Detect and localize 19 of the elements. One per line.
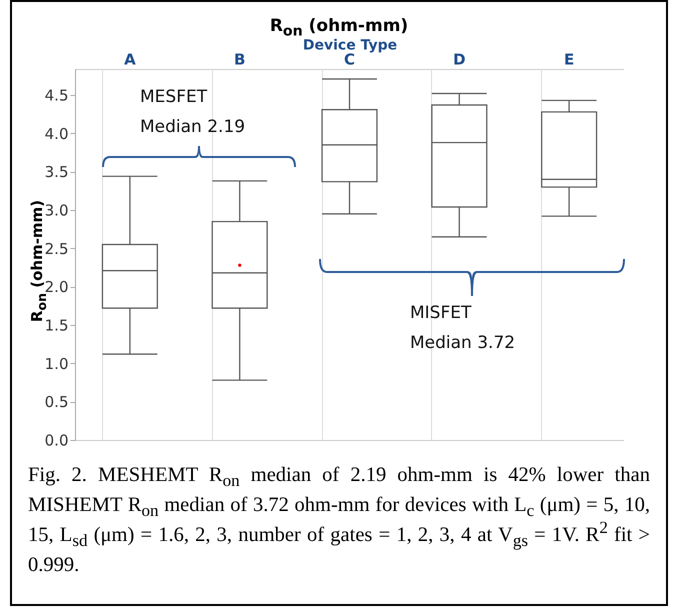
x-tick-label: A — [124, 50, 136, 68]
y-tick-label: 3.5 — [44, 163, 68, 182]
y-tick-label: 0.0 — [44, 432, 68, 450]
x-tick-label: E — [564, 50, 574, 68]
text: Fig. 2. MESHEMT R$_{on}$ median of 2.19 ohm-mm is 42% lower than MISHEMT R$_{on}$ median of 3.72 ohm-mm for devices with L$_{c}$ (μm) = 5, 10, 15, L$_{sd}$ (μm) = 1.6, 2, 3, number of gates = 1, 2, 3, 4 at V$_{gs}$ = 1V. R$^{2}$ fit > 0.999. — [28, 464, 650, 576]
annotation: MESFET Median 2.19 — [140, 87, 246, 137]
x-tick-label: D — [453, 50, 466, 68]
y-tick-label: 1.5 — [44, 316, 68, 335]
annotation: MISFET Median 3.72 — [410, 303, 516, 353]
y-tick-label: 4.5 — [44, 86, 68, 105]
y-tick-label: 2.5 — [44, 240, 68, 258]
x-axis-title: Device Type — [302, 38, 398, 54]
y-tick-label: 3.0 — [44, 202, 68, 220]
x-tick-label: C — [344, 50, 356, 68]
x-tick-label: B — [234, 50, 246, 68]
y-tick-label: 0.5 — [44, 393, 68, 412]
chart-title: R$_{on}$ (ohm-mm) — [268, 16, 410, 40]
y-tick-label: 4.0 — [44, 124, 68, 143]
y-tick-label: 1.0 — [44, 354, 68, 373]
